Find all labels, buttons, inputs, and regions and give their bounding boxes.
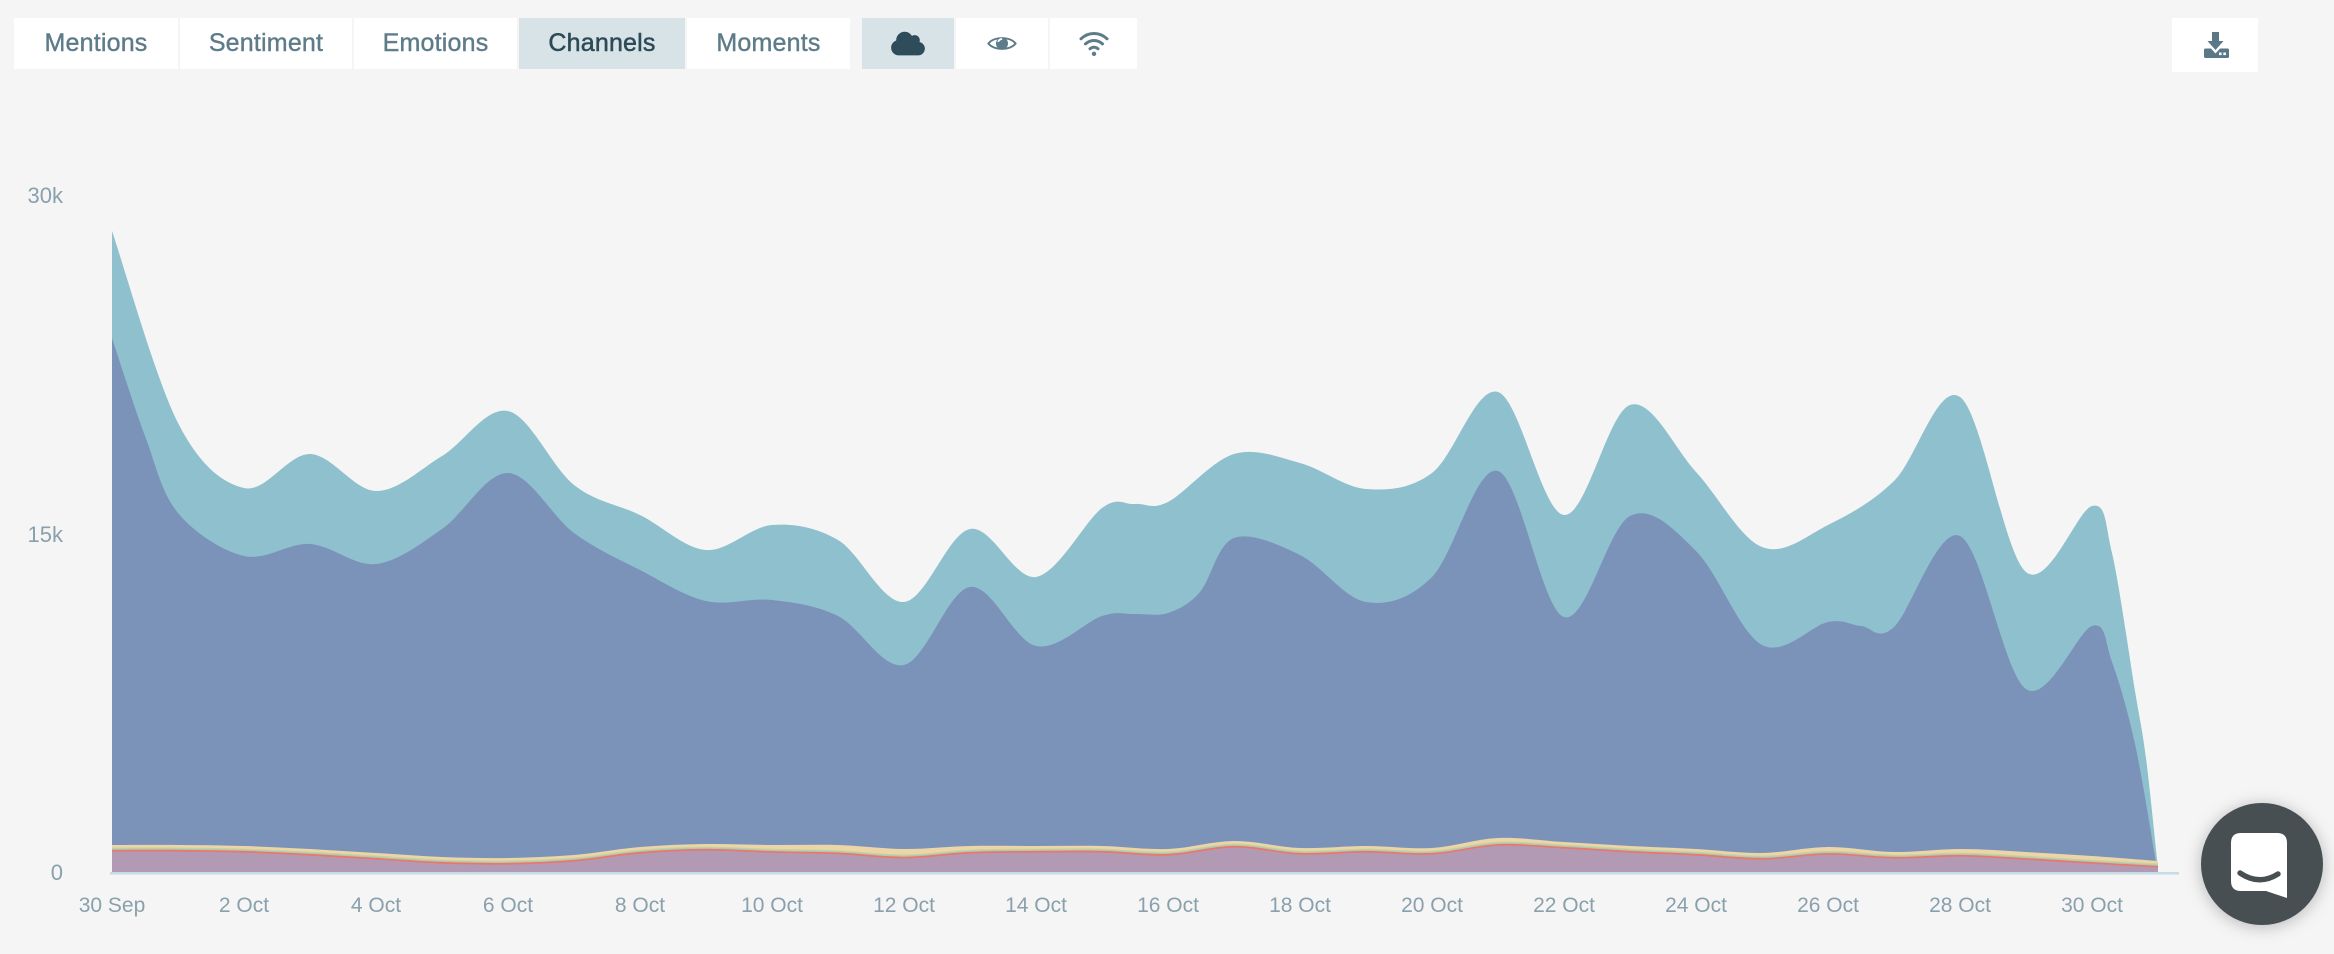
svg-text:2 Oct: 2 Oct xyxy=(219,894,269,917)
svg-text:24 Oct: 24 Oct xyxy=(1665,894,1727,917)
svg-text:22 Oct: 22 Oct xyxy=(1533,894,1595,917)
svg-text:16 Oct: 16 Oct xyxy=(1137,894,1199,917)
svg-text:15k: 15k xyxy=(28,522,64,547)
svg-text:30k: 30k xyxy=(28,183,64,208)
svg-text:30 Oct: 30 Oct xyxy=(2061,894,2123,917)
svg-text:28 Oct: 28 Oct xyxy=(1929,894,1991,917)
svg-text:10 Oct: 10 Oct xyxy=(741,894,803,917)
svg-text:18 Oct: 18 Oct xyxy=(1269,894,1331,917)
svg-text:4 Oct: 4 Oct xyxy=(351,894,401,917)
svg-text:30 Sep: 30 Sep xyxy=(79,894,146,917)
svg-text:26 Oct: 26 Oct xyxy=(1797,894,1859,917)
svg-text:8 Oct: 8 Oct xyxy=(615,894,665,917)
svg-text:0: 0 xyxy=(51,860,63,885)
svg-text:20 Oct: 20 Oct xyxy=(1401,894,1463,917)
svg-text:14 Oct: 14 Oct xyxy=(1005,894,1067,917)
svg-text:6 Oct: 6 Oct xyxy=(483,894,533,917)
svg-text:12 Oct: 12 Oct xyxy=(873,894,935,917)
